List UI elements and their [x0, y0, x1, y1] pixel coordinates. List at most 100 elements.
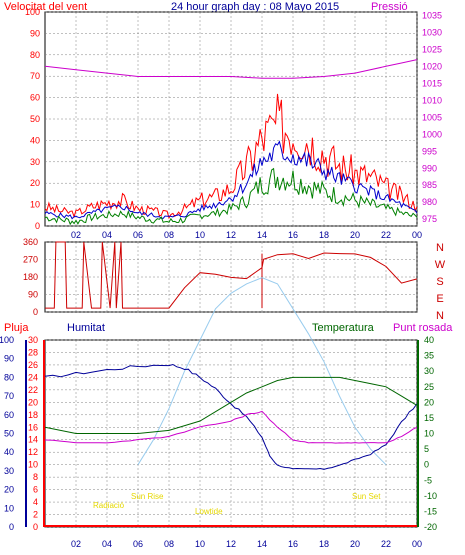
- x-tick-label-bottom: 00: [412, 539, 422, 549]
- pressure-line: [44, 59, 418, 79]
- x-tick-label-top: 04: [102, 230, 112, 240]
- wind-y-tick-label: 80: [30, 50, 40, 60]
- compass-letter: E: [436, 293, 443, 305]
- temp-y-tick-label: -5: [424, 475, 432, 485]
- humidity-y-tick-label: 0: [9, 522, 14, 532]
- rain-y-tick-label: 24: [28, 372, 38, 382]
- x-tick-label-top: 08: [164, 230, 174, 240]
- humidity-label: Humitat: [67, 322, 105, 334]
- temp-y-tick-label: 15: [424, 413, 434, 423]
- x-tick-label-top: 18: [319, 230, 329, 240]
- humidity-y-tick-label: 90: [4, 354, 14, 364]
- wind-direction-line: [45, 241, 418, 309]
- x-tick-label-bottom: 04: [102, 539, 112, 549]
- rain-label: Pluja: [4, 322, 29, 334]
- rain-y-tick-label: 6: [33, 485, 38, 495]
- humidity-y-tick-label: 30: [4, 466, 14, 476]
- rain-y-tick-label: 26: [28, 360, 38, 370]
- rain-axis-bar: [43, 340, 45, 527]
- wind-y-tick-label: 30: [30, 157, 40, 167]
- x-tick-label-top: 10: [195, 230, 205, 240]
- tick-labels: 0202040406060808101012121414161618182020…: [0, 7, 446, 549]
- x-tick-label-bottom: 02: [71, 539, 81, 549]
- direction-y-tick-label: 180: [23, 272, 38, 282]
- wind-y-tick-label: 50: [30, 114, 40, 124]
- temp-y-tick-label: -15: [424, 506, 437, 516]
- humidity-y-tick-label: 60: [4, 410, 14, 420]
- pressure-y-tick-label: 1005: [422, 112, 442, 122]
- temperature-label: Temperatura: [312, 322, 375, 334]
- pressure-y-tick-label: 1000: [422, 129, 442, 139]
- humidity-y-tick-label: 50: [4, 429, 14, 439]
- x-tick-label-bottom: 20: [350, 539, 360, 549]
- temp-y-tick-label: 25: [424, 382, 434, 392]
- rain-y-tick-label: 28: [28, 347, 38, 357]
- wind-y-tick-label: 0: [35, 221, 40, 231]
- humidity-line: [44, 363, 418, 470]
- temp-axis-bar: [417, 340, 419, 527]
- x-tick-label-bottom: 06: [133, 539, 143, 549]
- x-tick-label-bottom: 12: [226, 539, 236, 549]
- humidity-y-tick-label: 80: [4, 372, 14, 382]
- rain-y-tick-label: 18: [28, 410, 38, 420]
- rain-y-tick-label: 4: [33, 497, 38, 507]
- pressure-y-tick-label: 975: [422, 214, 437, 224]
- direction-y-tick-label: 360: [23, 237, 38, 247]
- humidity-y-tick-label: 40: [4, 447, 14, 457]
- dewpoint-label: Punt rosada: [393, 322, 453, 334]
- wind-y-tick-label: 100: [25, 7, 40, 17]
- temp-y-tick-label: 10: [424, 429, 434, 439]
- pressure-y-tick-label: 985: [422, 180, 437, 190]
- temp-y-tick-label: -20: [424, 522, 437, 532]
- x-tick-label-bottom: 10: [195, 539, 205, 549]
- x-tick-label-top: 00: [412, 230, 422, 240]
- pressure-y-tick-label: 1020: [422, 61, 442, 71]
- date-title: 24 hour graph day : 08 Mayo 2015: [171, 1, 339, 13]
- x-tick-label-top: 06: [133, 230, 143, 240]
- humidity-y-tick-label: 10: [4, 503, 14, 513]
- solar-radiation-line: [137, 277, 387, 466]
- compass-letter: N: [436, 242, 444, 254]
- rain-y-tick-label: 22: [28, 385, 38, 395]
- humidity-y-tick-label: 20: [4, 485, 14, 495]
- humidity-axis-bar: [25, 340, 27, 527]
- humidity-y-tick-label: 100: [0, 335, 14, 345]
- pressure-y-tick-label: 1015: [422, 78, 442, 88]
- series-lines: [44, 59, 418, 527]
- wind-speed-title: Velocitat del vent: [4, 1, 87, 13]
- pressure-y-tick-label: 1035: [422, 10, 442, 20]
- x-tick-label-top: 12: [226, 230, 236, 240]
- dewpoint-line: [44, 410, 418, 444]
- sun-rise-annotation: Sun Rise: [131, 492, 164, 501]
- compass-letter: S: [436, 276, 443, 288]
- direction-y-tick-label: 90: [28, 290, 38, 300]
- rain-y-tick-label: 30: [28, 335, 38, 345]
- pressure-title: Pressió: [371, 1, 408, 13]
- x-tick-label-bottom: 18: [319, 539, 329, 549]
- humidity-y-tick-label: 70: [4, 391, 14, 401]
- rain-y-tick-label: 8: [33, 472, 38, 482]
- wind-avg-line: [44, 140, 418, 220]
- pressure-y-tick-label: 995: [422, 146, 437, 156]
- x-tick-label-top: 16: [288, 230, 298, 240]
- rain-y-tick-label: 12: [28, 447, 38, 457]
- temp-y-tick-label: 20: [424, 397, 434, 407]
- lowtide-annotation: Lowtide: [195, 507, 223, 516]
- pressure-y-tick-label: 1010: [422, 95, 442, 105]
- temp-y-tick-label: 35: [424, 351, 434, 361]
- wind-low-line: [44, 167, 418, 226]
- rain-y-tick-label: 20: [28, 397, 38, 407]
- pressure-y-tick-label: 980: [422, 197, 437, 207]
- temperature-line: [44, 376, 418, 434]
- temp-y-tick-label: -10: [424, 491, 437, 501]
- x-tick-label-top: 20: [350, 230, 360, 240]
- x-tick-label-top: 02: [71, 230, 81, 240]
- compass-letter: N: [436, 310, 444, 322]
- temp-y-tick-label: 40: [424, 335, 434, 345]
- rain-y-tick-label: 0: [33, 522, 38, 532]
- temp-y-tick-label: 0: [424, 460, 429, 470]
- wind-y-tick-label: 20: [30, 178, 40, 188]
- wind-y-tick-label: 70: [30, 71, 40, 81]
